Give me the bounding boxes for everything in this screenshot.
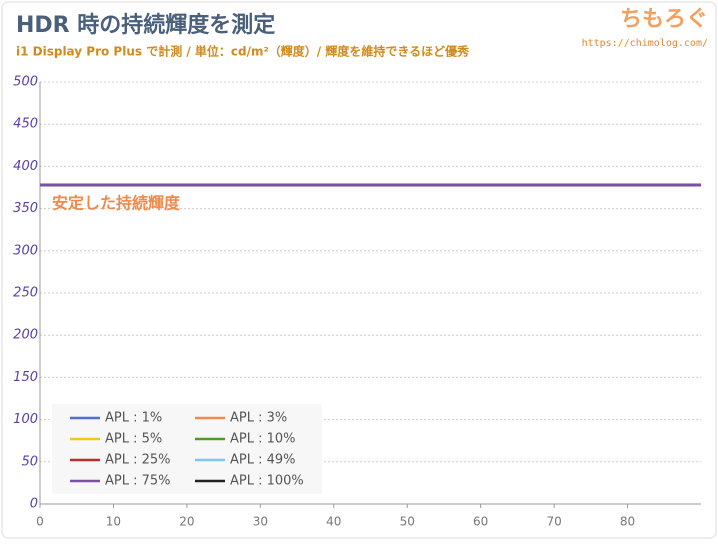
y-tick-label: 100 [13,412,38,427]
x-tick-label: 50 [400,515,415,529]
annotation: 安定した持続輝度 [52,194,181,213]
url: https://chimolog.com/ [582,38,708,49]
x-tick-label: 70 [546,515,561,529]
y-tick-label: 0 [30,497,38,512]
x-tick-label: 30 [253,515,268,529]
legend-label: APL : 49% [230,453,296,468]
legend-label: APL : 5% [105,432,162,447]
y-tick-label: 200 [13,328,38,343]
chart-title: HDR 時の持続輝度を測定 [16,12,275,38]
y-tick-label: 50 [21,454,38,469]
y-tick-label: 500 [13,75,38,90]
x-tick-label: 20 [179,515,194,529]
watermark: ちもろぐ [620,7,708,32]
x-tick-label: 0 [36,515,44,529]
y-tick-label: 400 [13,159,38,174]
y-tick-label: 350 [13,201,38,216]
legend-label: APL : 25% [105,453,171,468]
x-tick-label: 40 [326,515,341,529]
y-tick-label: 300 [13,243,38,258]
x-tick-label: 10 [106,515,121,529]
legend-label: APL : 10% [230,432,296,447]
x-tick-label: 60 [473,515,488,529]
legend-label: APL : 75% [105,474,171,489]
legend-label: APL : 1% [105,411,162,426]
y-tick-label: 250 [13,286,38,301]
y-tick-label: 150 [13,370,38,385]
subtitle: i1 Display Pro Plus で計測 / 単位：cd/m²（輝度）/ … [16,44,470,59]
x-tick-label: 80 [620,515,635,529]
legend-label: APL : 100% [230,474,304,489]
legend-label: APL : 3% [230,411,287,426]
y-tick-label: 450 [13,117,38,132]
